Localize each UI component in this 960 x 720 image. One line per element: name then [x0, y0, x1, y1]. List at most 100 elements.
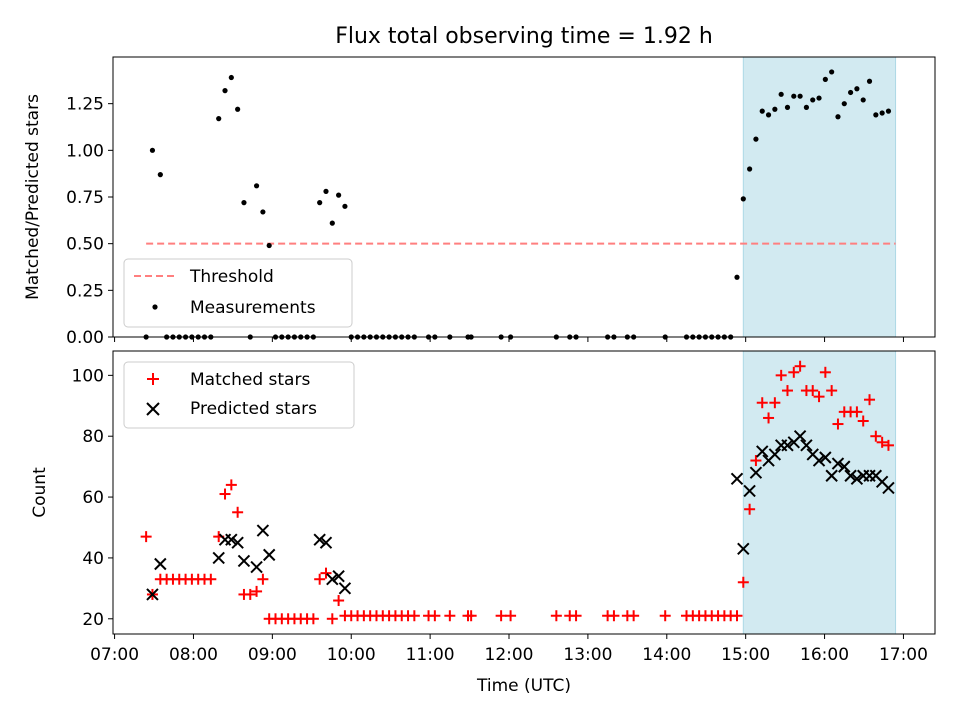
predicted-star-point	[262, 548, 276, 562]
matched-star-point	[870, 430, 882, 442]
predicted-star-point	[844, 469, 857, 482]
predicted-star-point	[743, 484, 756, 498]
measurement-point	[317, 200, 323, 206]
bottom-legend-box	[123, 361, 355, 429]
predicted-star-point	[831, 457, 845, 470]
measurement-point	[866, 78, 873, 84]
matched-star-point	[750, 455, 762, 467]
measurement-point	[149, 147, 156, 153]
measurement-point	[879, 110, 885, 116]
predicted-star-point	[819, 451, 832, 464]
predicted-star-point	[838, 460, 851, 473]
matched-star-point	[408, 610, 420, 622]
y-tick-label: 0.25	[66, 281, 104, 301]
matched-star-point	[333, 595, 345, 607]
matched-star-point	[788, 366, 800, 378]
matched-star-point	[219, 488, 231, 500]
matched-star-point	[807, 385, 819, 397]
measurement-point	[329, 220, 335, 226]
x-tick-label: 08:00	[169, 645, 218, 665]
measurement-point	[847, 89, 854, 96]
matched-star-point	[570, 610, 582, 622]
bottom-panel-y-label: Count	[30, 467, 50, 518]
y-tick-label: 40	[82, 549, 104, 569]
predicted-star-point	[313, 533, 326, 546]
x-tick-label: 11:00	[406, 645, 455, 665]
bottom-panel-legend: Matched stars Predicted stars	[123, 361, 355, 429]
matched-stars-points	[140, 360, 894, 625]
predicted-star-point	[225, 533, 238, 546]
measurement-point	[759, 108, 765, 114]
measurement-point	[822, 76, 828, 82]
matched-star-point	[876, 436, 888, 448]
predicted-star-point	[319, 536, 333, 549]
measurement-point	[885, 108, 892, 114]
predicted-star-point	[338, 582, 352, 595]
predicted-star-point	[825, 469, 838, 482]
matched-star-point	[550, 610, 562, 622]
measurement-point	[816, 95, 822, 101]
measurement-point	[778, 91, 784, 97]
measurement-point	[854, 86, 860, 92]
predicted-star-point	[237, 554, 251, 568]
matched-star-point	[857, 415, 869, 427]
x-tick-label: 12:00	[485, 645, 534, 665]
measurement-point	[810, 97, 816, 103]
predicted-star-point	[256, 524, 270, 537]
legend-predicted-swatch	[146, 402, 160, 416]
matched-star-point	[232, 506, 244, 518]
y-tick-label: 100	[72, 366, 104, 386]
predicted-star-point	[250, 560, 263, 574]
x-tick-label: 16:00	[800, 645, 849, 665]
predicted-star-point	[212, 551, 225, 565]
bottom-panel-x-ticks: 07:00 08:00 09:00 10:00 11:00 12:00 13:00 14:00…	[90, 634, 928, 665]
matched-star-point	[429, 610, 441, 622]
bottom-panel-y-ticks: 20 40 60 80 100	[72, 366, 113, 630]
top-legend-box	[123, 258, 353, 328]
top-panel-legend: Threshold Measurements	[123, 258, 353, 328]
top-panel: 0.00 0.25 0.50 0.75 1.00 1.25 Matched/Predict…	[23, 56, 936, 348]
measurement-point	[753, 136, 759, 142]
measurement-point	[860, 97, 866, 103]
predicted-star-point	[749, 466, 763, 479]
chart-title: Flux total observing time = 1.92 h	[335, 24, 713, 49]
matched-star-point	[794, 360, 806, 372]
predicted-star-point	[781, 439, 794, 452]
matched-star-point	[205, 573, 217, 585]
measurement-point	[228, 74, 234, 81]
matched-star-point	[444, 610, 456, 622]
matched-star-point	[257, 573, 269, 585]
predicted-star-point	[332, 569, 345, 583]
measurement-point	[342, 203, 348, 209]
matched-star-point	[731, 610, 743, 622]
x-tick-label: 13:00	[563, 645, 612, 665]
measurement-point	[765, 112, 772, 118]
measurement-point	[266, 242, 272, 249]
matched-star-point	[140, 531, 152, 543]
predicted-star-point	[850, 472, 864, 486]
predicted-star-point	[812, 454, 826, 467]
predicted-star-point	[768, 448, 782, 461]
x-tick-label: 14:00	[642, 645, 691, 665]
top-panel-x-ticks	[114, 337, 904, 342]
x-tick-label: 07:00	[90, 645, 139, 665]
predicted-star-point	[756, 445, 769, 458]
matched-star-point	[608, 610, 620, 622]
predicted-star-point	[737, 542, 750, 556]
measurement-point	[157, 172, 163, 178]
matched-star-point	[320, 567, 332, 579]
matched-star-point	[813, 391, 825, 403]
bottom-panel: 20 40 60 80 100 07:00 08:00 09:00 10:00 11:00 12:…	[30, 350, 936, 696]
matched-star-point	[505, 610, 517, 622]
y-tick-label: 1.00	[66, 141, 104, 161]
matched-star-point	[244, 588, 256, 600]
x-tick-label: 10:00	[327, 645, 376, 665]
predicted-star-point	[154, 557, 167, 571]
measurement-point	[772, 106, 778, 112]
legend-matched-swatch	[147, 373, 159, 385]
predicted-star-point	[882, 481, 895, 495]
y-tick-label: 1.25	[66, 95, 104, 115]
legend-measurements-swatch	[152, 304, 158, 310]
predicted-star-point	[231, 536, 244, 549]
